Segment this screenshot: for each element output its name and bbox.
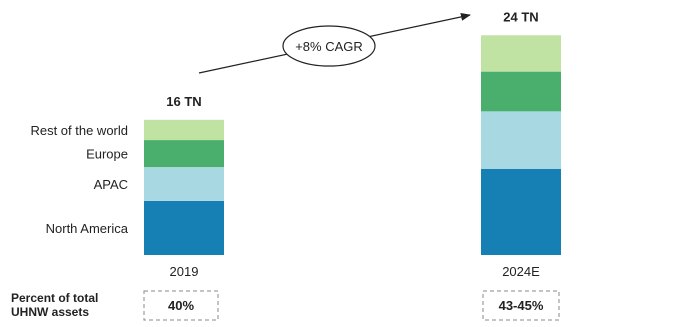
row-label-line2: UHNW assets bbox=[11, 305, 89, 319]
cagr-label: +8% CAGR bbox=[295, 39, 363, 54]
cagr-ellipse bbox=[282, 25, 376, 67]
total-label-2024e: 24 TN bbox=[503, 9, 538, 24]
bar-segment-apac-2019 bbox=[144, 167, 224, 201]
segment-label-apac: APAC bbox=[94, 177, 128, 192]
total-label-2019: 16 TN bbox=[166, 94, 201, 109]
category-label-2024e: 2024E bbox=[502, 264, 540, 279]
bar-segment-rest-of-the-world-2024e bbox=[481, 35, 561, 72]
bar-segment-rest-of-the-world-2019 bbox=[144, 119, 224, 141]
label-area: North America APAC Europe Rest of the world… bbox=[30, 9, 540, 279]
bar-segment-apac-2024e bbox=[481, 111, 561, 169]
category-label-2019: 2019 bbox=[170, 264, 199, 279]
segment-label-north-america: North America bbox=[46, 221, 129, 236]
percent-value-2024e: 43-45% bbox=[499, 298, 544, 313]
percent-box-2019 bbox=[143, 290, 219, 321]
percent-box-2024e bbox=[482, 290, 560, 321]
bar-segment-north-america-2024e bbox=[481, 168, 561, 255]
bar-area bbox=[144, 35, 561, 255]
bar-segment-europe-2019 bbox=[144, 140, 224, 168]
segment-label-rest-of-the-world: Rest of the world bbox=[30, 123, 128, 138]
bar-segment-north-america-2019 bbox=[144, 200, 224, 255]
percent-value-2019: 40% bbox=[168, 298, 194, 313]
segment-label-europe: Europe bbox=[86, 147, 128, 162]
row-label-line1: Percent of total bbox=[11, 291, 98, 305]
bar-segment-europe-2024e bbox=[481, 71, 561, 112]
